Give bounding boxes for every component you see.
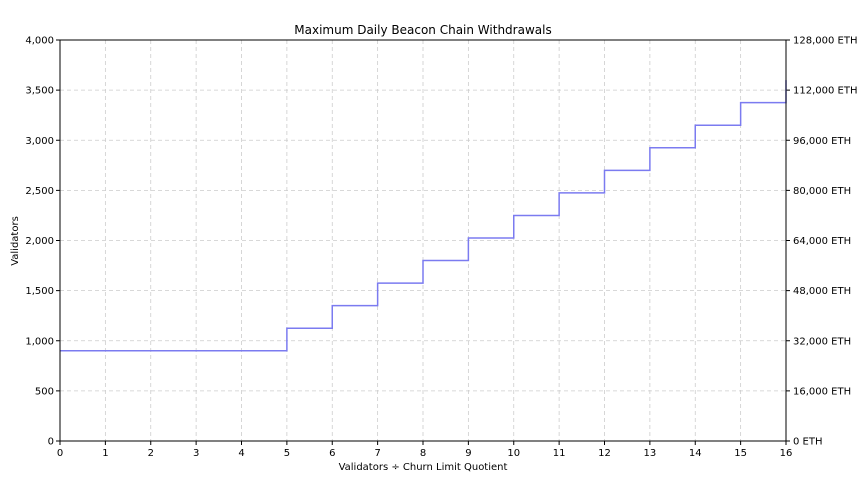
grid: [59, 39, 787, 442]
y2-tick-label: 64,000 ETH: [793, 236, 851, 247]
y-axis-left: 0 500 1,000 1,500 2,000 2,500 3,000 3,500 4,000: [25, 36, 60, 448]
y-tick-label: 1,500: [25, 286, 54, 297]
x-axis-label: Validators ÷ Churn Limit Quotient: [339, 462, 508, 473]
y-axis-label: Validators: [10, 216, 21, 266]
y-tick-label: 4,000: [25, 36, 54, 47]
x-tick-label: 9: [465, 448, 471, 459]
x-axis: 0 1 2 3 4 5 6 7 8 9 10 11 12 13 14 15 16: [57, 441, 793, 459]
y-tick-label: 0: [48, 437, 54, 448]
y-tick-label: 3,000: [25, 136, 54, 147]
x-tick-label: 5: [284, 448, 290, 459]
y2-tick-label: 96,000 ETH: [793, 136, 851, 147]
x-tick-label: 6: [329, 448, 335, 459]
x-tick-label: 11: [553, 448, 566, 459]
y2-tick-label: 112,000 ETH: [793, 86, 857, 97]
chart-title: Maximum Daily Beacon Chain Withdrawals: [294, 23, 551, 37]
y-tick-label: 2,000: [25, 236, 54, 247]
x-tick-label: 15: [734, 448, 747, 459]
y2-tick-label: 128,000 ETH: [793, 36, 857, 47]
y-tick-label: 2,500: [25, 186, 54, 197]
x-tick-label: 16: [780, 448, 793, 459]
x-tick-label: 13: [644, 448, 657, 459]
y2-tick-label: 80,000 ETH: [793, 186, 851, 197]
y2-tick-label: 16,000 ETH: [793, 386, 851, 397]
x-tick-label: 4: [238, 448, 244, 459]
x-tick-label: 0: [57, 448, 63, 459]
y2-tick-label: 0 ETH: [793, 437, 823, 448]
y-axis-right: 0 ETH 16,000 ETH 32,000 ETH 48,000 ETH 64,00…: [786, 36, 857, 448]
x-tick-label: 8: [420, 448, 426, 459]
y-tick-label: 500: [35, 386, 54, 397]
x-tick-label: 2: [148, 448, 154, 459]
x-tick-label: 7: [374, 448, 380, 459]
y2-tick-label: 32,000 ETH: [793, 336, 851, 347]
series-layer: [60, 80, 787, 352]
x-tick-label: 12: [598, 448, 611, 459]
series-line: [60, 80, 787, 352]
x-tick-label: 14: [689, 448, 702, 459]
y2-tick-label: 48,000 ETH: [793, 286, 851, 297]
x-tick-label: 3: [193, 448, 199, 459]
x-tick-label: 1: [102, 448, 108, 459]
x-tick-label: 10: [507, 448, 520, 459]
plot-frame: [59, 39, 787, 442]
y-tick-label: 3,500: [25, 86, 54, 97]
y-tick-label: 1,000: [25, 336, 54, 347]
